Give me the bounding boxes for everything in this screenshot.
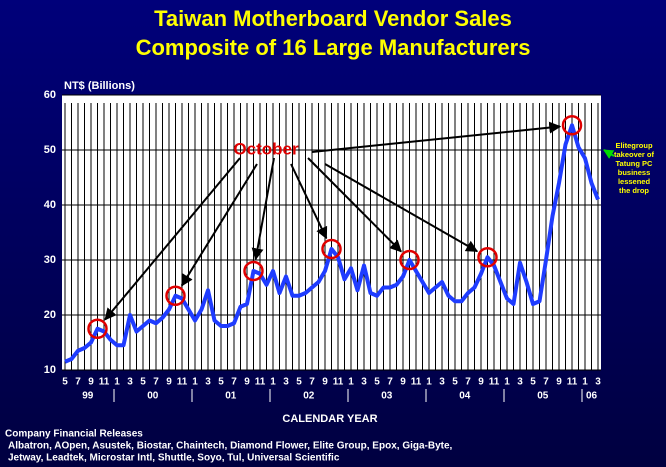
year-label: 99	[82, 391, 94, 402]
y-tick-label: 10	[44, 364, 56, 376]
x-tick-label: 7	[231, 377, 237, 388]
x-tick-label: 3	[361, 377, 367, 388]
x-tick-label: 9	[478, 377, 484, 388]
x-tick-label: 7	[543, 377, 549, 388]
callout-arrow	[251, 157, 275, 261]
source: Company Financial Releases	[5, 429, 143, 440]
x-tick-label: 9	[166, 377, 172, 388]
x-tick-label: 1	[348, 377, 354, 388]
x-tick-label: 3	[439, 377, 445, 388]
y-tick-label: 40	[44, 199, 56, 211]
y-tick-label: 50	[44, 144, 56, 156]
year-label: 02	[303, 391, 315, 402]
x-tick-label: 3	[127, 377, 133, 388]
year-label: 05	[537, 391, 549, 402]
x-tick-label: 7	[465, 377, 471, 388]
year-label: 03	[381, 391, 393, 402]
x-tick-label: 5	[530, 377, 536, 388]
year-label: 00	[147, 391, 159, 402]
year-label: 04	[459, 391, 471, 402]
highlight-circle	[243, 260, 264, 282]
y-tick-label: 60	[44, 89, 56, 101]
x-tick-label: 11	[255, 377, 266, 388]
x-tick-label: 3	[205, 377, 211, 388]
vendors-line: Jetway, Leadtek, Microstar Intl, Shuttle…	[8, 453, 340, 464]
x-tick-label: 3	[595, 377, 601, 388]
note-line: takeover of	[614, 150, 655, 159]
note-line: Tatung PC	[616, 159, 654, 168]
highlight-circle	[561, 115, 583, 136]
x-tick-label: 3	[283, 377, 289, 388]
x-tick-label: 7	[153, 377, 159, 388]
highlight-circle	[165, 285, 186, 306]
y-tick-label: 30	[44, 254, 56, 266]
x-tick-label: 1	[270, 377, 276, 388]
highlight-circle	[87, 318, 108, 339]
callout-arrow	[104, 157, 241, 321]
x-tick-label: 5	[452, 377, 458, 388]
x-tick-label: 9	[244, 377, 250, 388]
x-tick-label: 5	[296, 377, 302, 388]
x-tick-label: 11	[99, 377, 110, 388]
x-tick-label: 11	[567, 377, 578, 388]
x-tick-label: 5	[374, 377, 380, 388]
callout: October	[233, 139, 299, 158]
callout-arrow	[290, 163, 328, 240]
x-tick-label: 9	[400, 377, 406, 388]
x-tick-label: 7	[309, 377, 315, 388]
callout-arrow	[307, 157, 402, 253]
x-tick-label: 9	[556, 377, 562, 388]
year-label: 01	[225, 391, 237, 402]
vendors-line: Albatron, AOpen, Asustek, Biostar, Chain…	[8, 441, 453, 452]
highlight-circle	[477, 247, 498, 268]
note-line: the drop	[619, 186, 649, 195]
x-tick-label: 11	[411, 377, 422, 388]
y-axis-label: NT$ (Billions)	[64, 80, 135, 92]
chart-subtitle: Composite of 16 Large Manufacturers	[136, 35, 531, 60]
x-tick-label: 1	[192, 377, 198, 388]
x-tick-label: 7	[387, 377, 393, 388]
y-tick-label: 20	[44, 309, 56, 321]
x-tick-label: 1	[504, 377, 510, 388]
x-tick-label: 1	[426, 377, 432, 388]
x-tick-label: 7	[75, 377, 81, 388]
note-line: Elitegroup	[615, 141, 653, 150]
callout-arrow	[180, 163, 258, 287]
chart-title: Taiwan Motherboard Vendor Sales	[154, 6, 512, 31]
x-tick-label: 5	[62, 377, 68, 388]
x-tick-label: 5	[140, 377, 146, 388]
callout-arrow	[311, 121, 562, 153]
highlight-circle	[399, 249, 420, 271]
x-tick-label: 11	[177, 377, 188, 388]
x-tick-label: 11	[333, 377, 344, 388]
x-tick-label: 9	[322, 377, 328, 388]
x-tick-label: 11	[489, 377, 500, 388]
note-line: business	[618, 168, 651, 177]
highlight-circle	[321, 238, 342, 260]
x-tick-label: 3	[517, 377, 523, 388]
callout-arrow	[324, 163, 479, 253]
x-tick-label: 1	[582, 377, 588, 388]
x-axis-label: CALENDAR YEAR	[282, 413, 377, 425]
data-line	[64, 123, 600, 364]
note-arrow	[603, 149, 615, 159]
x-tick-label: 5	[218, 377, 224, 388]
x-tick-label: 9	[88, 377, 94, 388]
year-label: 06	[586, 391, 598, 402]
x-tick-label: 1	[114, 377, 120, 388]
note-line: lessened	[618, 177, 651, 186]
